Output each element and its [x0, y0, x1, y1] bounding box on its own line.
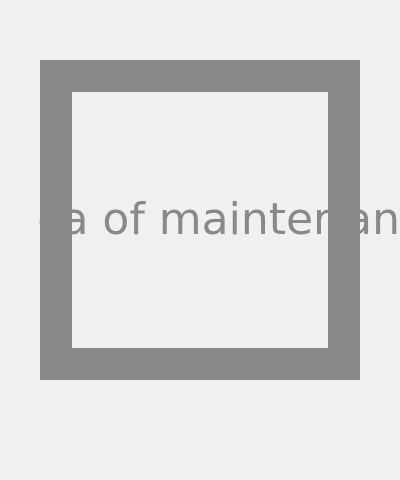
message-text: ca of mainter an [37, 194, 400, 245]
square-frame [40, 60, 360, 380]
message-overlay: ca of mainter an [0, 190, 400, 250]
